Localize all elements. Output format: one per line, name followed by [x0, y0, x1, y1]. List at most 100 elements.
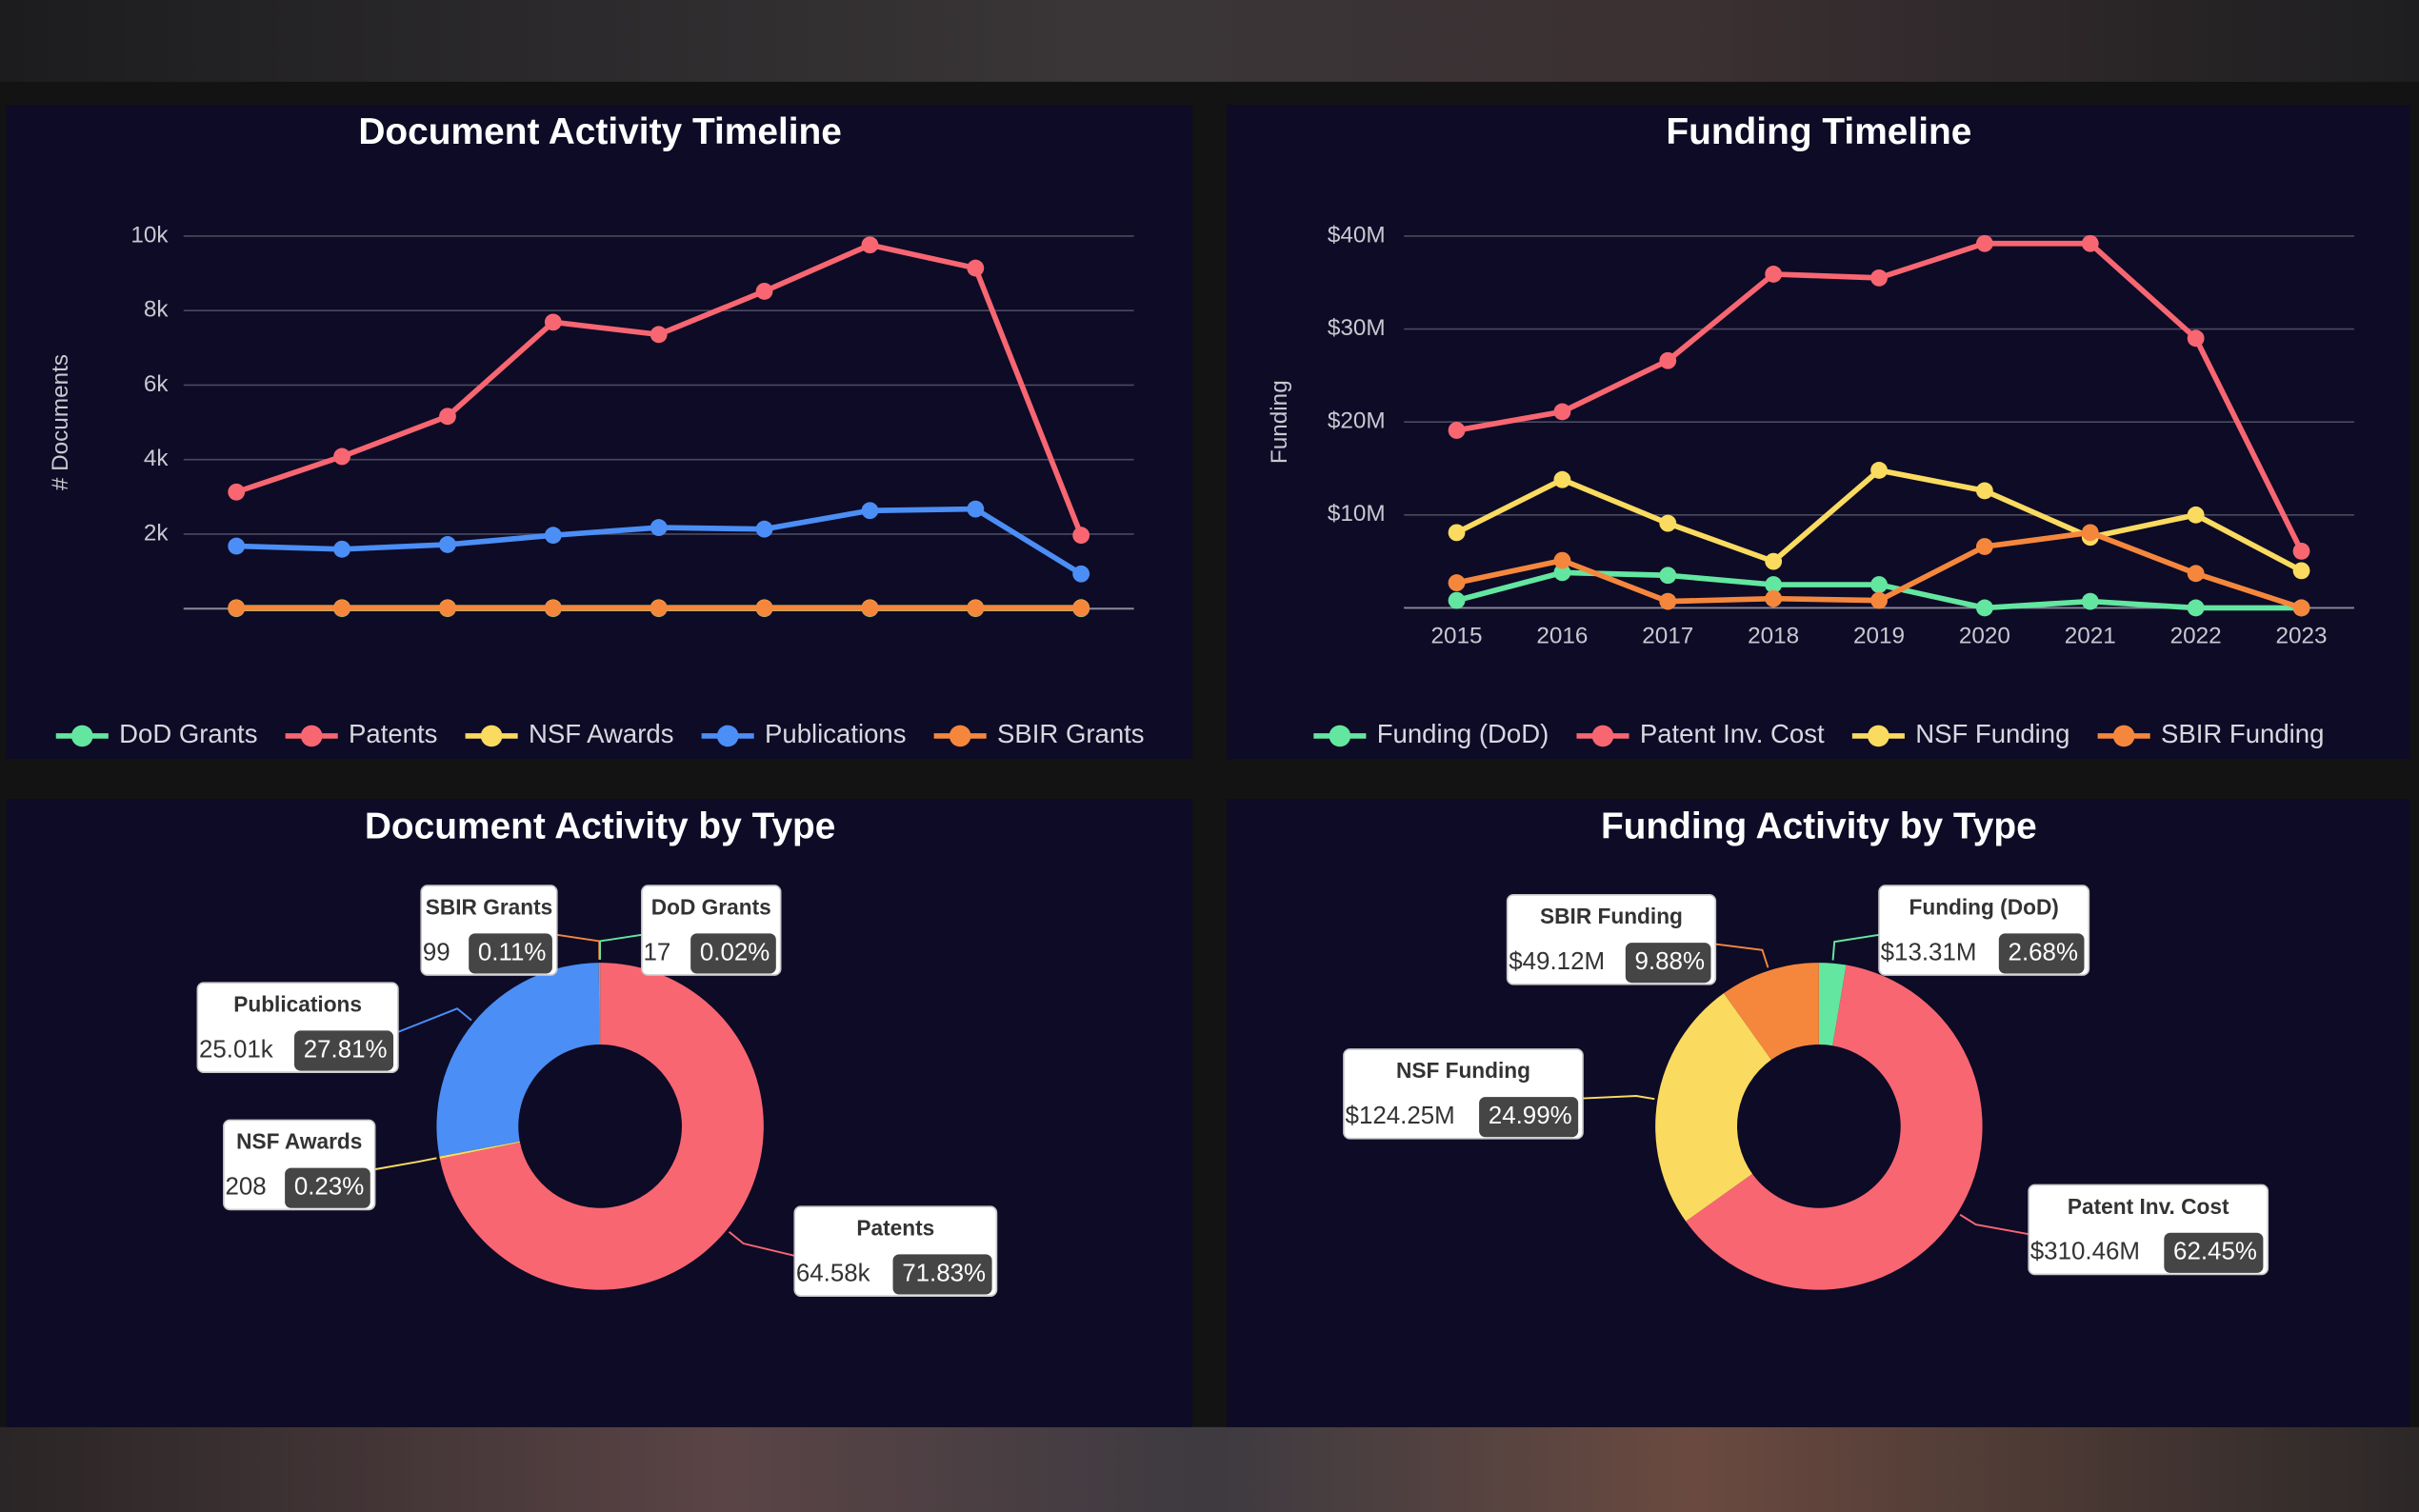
data-point: [1659, 514, 1677, 532]
y-tick-label: $20M: [1328, 408, 1386, 434]
data-point: [1659, 567, 1677, 585]
data-point: [228, 599, 246, 617]
slice-percent: 24.99%: [1489, 1103, 1572, 1129]
slice-value: $124.25M: [1346, 1103, 1455, 1129]
pie-slice: [1655, 993, 1771, 1222]
data-point: [1975, 538, 1993, 555]
legend-label: NSF Awards: [529, 719, 673, 748]
percent-pill: [1998, 933, 2085, 974]
data-point: [544, 527, 562, 545]
percent-pill: [1625, 943, 1711, 984]
percent-pill: [469, 933, 552, 974]
legend-marker: [2112, 725, 2135, 747]
slice-name: NSF Awards: [236, 1129, 362, 1154]
pie-slice: [1723, 963, 1819, 1061]
data-point: [1448, 524, 1466, 542]
legend-label: Publications: [765, 719, 906, 748]
data-point: [2187, 599, 2205, 617]
data-point: [861, 502, 879, 520]
data-point: [1448, 591, 1466, 609]
x-tick-label: 2016: [1536, 624, 1588, 649]
data-point: [1870, 462, 1888, 479]
data-point: [1975, 482, 1993, 500]
slice-name: SBIR Funding: [1540, 904, 1683, 928]
slice-value: 25.01k: [199, 1036, 273, 1063]
x-tick-label: 2022: [2170, 624, 2222, 649]
data-point: [650, 519, 668, 537]
label-connector: [1582, 1095, 1655, 1101]
data-point: [1553, 403, 1571, 421]
slice-percent: 9.88%: [1635, 948, 1705, 975]
x-tick-label: 2023: [2276, 624, 2328, 649]
data-point: [1072, 527, 1090, 545]
data-point: [1765, 552, 1783, 570]
legend-label: Funding (DoD): [1377, 719, 1549, 748]
panel: [6, 799, 1193, 1427]
data-point: [1870, 269, 1888, 287]
data-point: [1659, 592, 1677, 610]
slice-percent: 0.23%: [294, 1174, 364, 1201]
pie-slice: [436, 963, 600, 1157]
data-point: [1072, 599, 1090, 617]
slice-name: SBIR Grants: [426, 894, 553, 919]
y-axis-label: Funding: [1267, 380, 1292, 464]
y-tick-label: 4k: [144, 446, 170, 471]
slice-value: 64.58k: [796, 1260, 870, 1286]
data-point: [439, 536, 456, 553]
x-tick-label: 2020: [1959, 624, 2010, 649]
label-connector: [728, 1230, 795, 1257]
legend-marker: [1329, 725, 1351, 747]
percent-pill: [285, 1167, 370, 1208]
chart-title: Document Activity Timeline: [358, 111, 842, 152]
label-connector: [1715, 943, 1769, 968]
data-point: [755, 599, 773, 617]
label-connector: [374, 1157, 437, 1171]
data-point: [861, 236, 879, 254]
data-point: [650, 326, 668, 344]
data-point: [544, 313, 562, 331]
slice-name: Patents: [856, 1215, 934, 1240]
slice-name: Publications: [233, 991, 362, 1016]
data-point: [650, 599, 668, 617]
data-point: [1553, 551, 1571, 569]
data-point: [861, 599, 879, 617]
x-tick-label: 2019: [1853, 624, 1905, 649]
data-point: [1870, 576, 1888, 593]
data-point: [2081, 234, 2099, 252]
legend-marker: [480, 725, 503, 747]
y-axis-label: # Documents: [48, 354, 73, 490]
slice-percent: 71.83%: [902, 1260, 986, 1286]
chart-title: Document Activity by Type: [365, 806, 836, 846]
data-point: [2292, 542, 2310, 560]
pie-slice: [1818, 963, 1847, 1046]
label-connector: [599, 933, 643, 960]
legend-label: DoD Grants: [119, 719, 257, 748]
legend-marker: [1868, 725, 1889, 747]
data-point: [1975, 599, 1993, 617]
bottom-bar: [0, 1426, 2419, 1512]
data-point: [1448, 574, 1466, 591]
legend-label: SBIR Funding: [2161, 719, 2324, 748]
slice-value: $49.12M: [1509, 948, 1605, 975]
x-tick-label: 2018: [1748, 624, 1799, 649]
data-point: [228, 537, 246, 555]
data-point: [333, 540, 350, 558]
legend-label: NSF Funding: [1915, 719, 2069, 748]
slice-percent: 0.11%: [478, 939, 547, 965]
legend-marker: [300, 725, 323, 747]
slice-name: Patent Inv. Cost: [2068, 1194, 2229, 1219]
data-point: [1553, 564, 1571, 582]
legend-marker: [716, 725, 739, 747]
data-point: [544, 599, 562, 617]
x-tick-label: 2021: [2065, 624, 2116, 649]
percent-pill: [690, 933, 776, 974]
y-tick-label: 6k: [144, 371, 170, 397]
legend: Funding (DoD) Patent Inv. Cost NSF Funding…: [1313, 719, 2324, 748]
pie-slice: [598, 963, 601, 1045]
data-point: [2292, 562, 2310, 580]
y-tick-label: $30M: [1328, 315, 1386, 341]
data-point: [439, 599, 456, 617]
slice-percent: 62.45%: [2173, 1239, 2257, 1265]
label-connector: [397, 1007, 472, 1033]
